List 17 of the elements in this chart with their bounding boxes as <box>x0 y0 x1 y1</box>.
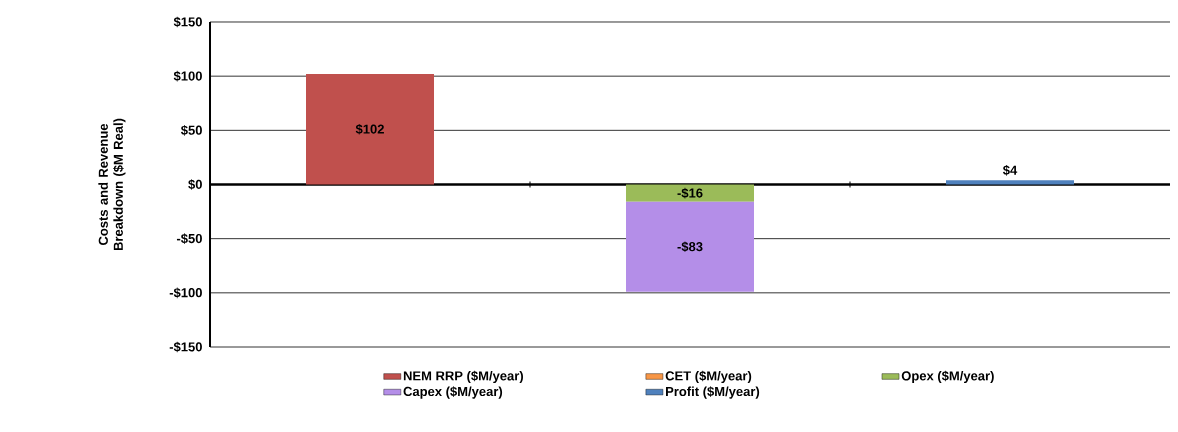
y-tick-label: -$50 <box>176 233 202 244</box>
data-label: -$83 <box>677 241 703 253</box>
legend-label: CET ($M/year) <box>665 370 752 384</box>
y-tick-label: $50 <box>180 125 202 136</box>
legend-label: Opex ($M/year) <box>901 370 994 384</box>
y-tick-label: -$150 <box>169 341 202 353</box>
legend-label: Capex ($M/year) <box>403 386 503 399</box>
legend-label: NEM RRP ($M/year) <box>403 370 523 384</box>
y-tick-label: $0 <box>188 179 202 190</box>
y-tick-label: $100 <box>173 70 202 82</box>
y-tick-label: -$100 <box>169 287 202 299</box>
data-label: $4 <box>1002 165 1018 176</box>
data-label: $102 <box>355 123 384 135</box>
y-tick-label: $150 <box>173 16 202 28</box>
data-label: -$16 <box>677 187 703 199</box>
legend-label: Profit ($M/year) <box>666 386 760 399</box>
y-axis-title: Costs and Revenue Breakdown ($M Real) <box>98 118 126 251</box>
